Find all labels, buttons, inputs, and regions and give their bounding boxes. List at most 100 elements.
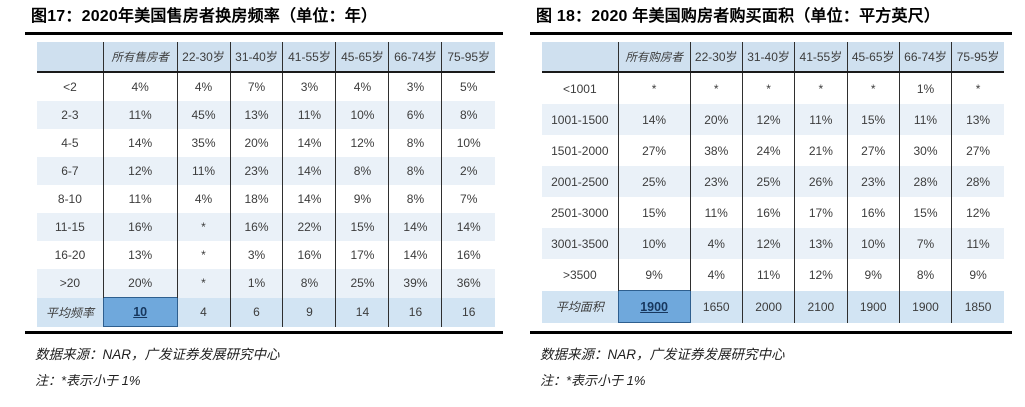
figure-17-footnote: 注：*表示小于 1% [35,373,141,388]
table-cell: 4% [102,72,178,101]
table-cell: 11% [282,101,336,129]
column-header: 所有售房者 [102,42,178,73]
summary-value: 16 [441,297,495,327]
table-row: 11-15 16% * 16% 22% 15% 14% 14% [37,213,495,241]
table-cell: 9% [617,259,691,291]
row-label: >3500 [562,267,597,282]
column-header: 66-74岁 [898,42,952,73]
column-header: 所有购房者 [617,42,691,73]
table-row: 3001-3500 10% 4% 12% 13% 10% 7% 11% [542,228,1004,259]
table-cell: 13% [229,101,283,129]
table-cell: 8% [898,259,952,291]
row-label: 1501-2000 [551,143,609,158]
table-row: 16-20 13% * 3% 16% 17% 14% 16% [37,241,495,269]
table-cell: 11% [741,259,795,291]
summary-value: 1900 [846,290,900,323]
table-cell: 2% [441,157,495,185]
table-cell: * [617,72,691,104]
table-cell: 27% [951,135,1004,166]
column-header: 75-95岁 [951,42,1004,73]
table-cell: 38% [689,135,743,166]
table-cell: 17% [794,197,848,228]
summary-value: 9 [282,297,336,327]
table-cell: 12% [335,129,389,157]
table-cell: 11% [102,185,178,213]
row-label: <2 [63,80,77,94]
table-cell: 12% [741,228,795,259]
table-cell: 4% [335,72,389,101]
figure-17-data-source: 数据来源：NAR，广发证券发展研究中心 [35,347,280,362]
table-cell: 14% [102,129,178,157]
summary-highlight-cell: 1900 [617,290,691,323]
table-cell: 45% [176,101,230,129]
table-row: 2-3 11% 45% 13% 11% 10% 6% 8% [37,101,495,129]
row-label: 2501-3000 [551,205,609,220]
table-cell: 16% [741,197,795,228]
table-cell: 23% [689,166,743,197]
table-cell: 10% [441,129,495,157]
row-label: 3001-3500 [542,228,619,259]
column-header: 45-65岁 [846,42,900,73]
table-cell: 25% [741,166,795,197]
row-label: >20 [37,269,104,298]
table-row: <1001 * * * * * 1% * [542,72,1004,104]
table-cell: 10% [617,228,691,259]
row-label: 11-15 [37,213,104,241]
table-cell: 20% [229,129,283,157]
table-cell: 8% [441,101,495,129]
figure-17-footer-rule [25,331,503,334]
table-cell: * [951,72,1004,104]
table-cell: 7% [898,228,952,259]
column-header: 31-40岁 [229,42,283,73]
table-cell: 27% [617,135,691,166]
table-cell: 20% [689,104,743,135]
table-cell: 14% [388,213,442,241]
column-header: 22-30岁 [176,42,230,73]
figure-17-table: 所有售房者 22-30岁 31-40岁 41-55岁 45-65岁 66-74岁 75-95… [37,42,495,327]
corner-cell [37,42,104,73]
table-cell: 3% [282,72,336,101]
table-cell: 12% [741,104,795,135]
table-cell: 9% [951,259,1004,291]
table-cell: * [176,213,230,241]
table-cell: 14% [388,241,442,269]
figure-17-panel: 图17：2020年美国售房者换房频率（单位：年） 所有售房者 22-30岁 31-4… [25,7,503,389]
table-cell: 20% [102,269,178,298]
figure-18-data-source: 数据来源：NAR，广发证券发展研究中心 [540,347,785,362]
figure-18-title-rule [530,32,1012,35]
table-row: 8-10 11% 4% 18% 14% 9% 8% 7% [37,185,495,213]
table-cell: * [689,72,743,104]
summary-value: 14 [335,297,389,327]
summary-value: 4 [176,297,230,327]
table-cell: 12% [102,157,178,185]
table-cell: 16% [846,197,900,228]
table-row: >3500 9% 4% 11% 12% 9% 8% 9% [542,259,1004,291]
table-cell: 10% [846,228,900,259]
table-cell: 23% [846,166,900,197]
table-row: <2 4% 4% 7% 3% 4% 3% 5% [37,72,495,101]
table-cell: 16% [102,213,178,241]
table-cell: 11% [689,197,743,228]
table-cell: 14% [441,213,495,241]
table-cell: 27% [846,135,900,166]
row-label: 6-7 [37,157,104,185]
table-cell: 6% [388,101,442,129]
header-row: 所有售房者 22-30岁 31-40岁 41-55岁 45-65岁 66-74岁 75-95… [37,42,495,73]
table-cell: 8% [388,129,442,157]
table-cell: 7% [441,185,495,213]
row-label: <1001 [562,81,597,96]
table-cell: 4% [689,228,743,259]
table-cell: 8% [388,185,442,213]
table-cell: 14% [282,157,336,185]
table-cell: 13% [951,104,1004,135]
figure-17-title-rule [25,32,503,35]
column-header: 75-95岁 [441,42,495,73]
table-cell: 24% [741,135,795,166]
figure-17-table-wrap: 所有售房者 22-30岁 31-40岁 41-55岁 45-65岁 66-74岁 75-95… [37,42,495,327]
figure-17-title: 图17：2020年美国售房者换房频率（单位：年） [31,8,378,25]
table-cell: 9% [335,185,389,213]
table-cell: 23% [229,157,283,185]
column-header: 31-40岁 [741,42,795,73]
table-cell: 8% [388,157,442,185]
summary-label: 平均频率 [37,297,104,327]
